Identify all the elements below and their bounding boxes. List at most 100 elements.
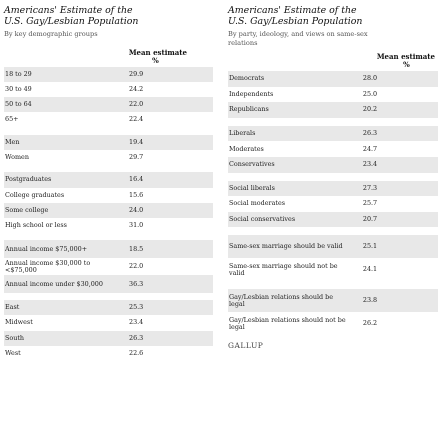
row-value: 28.0 xyxy=(362,74,378,83)
table-row: Midwest 23.4 xyxy=(4,315,213,330)
table-row: Same-sex marriage should not be valid 24.… xyxy=(228,258,438,281)
right-column-header: Mean estimate % xyxy=(376,52,435,69)
table-row: South 26.3 xyxy=(4,330,213,346)
gallup-logo: GALLUP xyxy=(228,341,264,351)
row-label: Democrats xyxy=(229,74,265,83)
row-label: East xyxy=(5,303,20,312)
table-row: East 25.3 xyxy=(4,299,213,316)
row-label: Midwest xyxy=(5,318,33,327)
row-label: Annual income $30,000 to <$75,000 xyxy=(5,258,91,274)
row-label: 30 to 49 xyxy=(5,84,32,93)
row-value: 23.4 xyxy=(129,318,144,327)
row-value: 26.2 xyxy=(362,319,378,328)
row-label: Annual income $75,000+ xyxy=(5,244,88,253)
row-value: 23.4 xyxy=(362,160,378,169)
table-row: Social liberals 27.3 xyxy=(228,180,438,197)
row-value: 22.0 xyxy=(129,100,144,109)
row-label: West xyxy=(5,348,21,357)
row-group: 18 to 29 29.9 30 to 49 24.2 50 to 64 22.0 65+ 2… xyxy=(4,66,213,128)
row-label: 65+ xyxy=(5,115,19,124)
row-label: Some college xyxy=(5,205,49,214)
row-label: 50 to 64 xyxy=(5,100,32,109)
table-row: Republicans 20.2 xyxy=(228,102,438,118)
row-group: East 25.3 Midwest 23.4 South 26.3 West 22.6 xyxy=(4,299,213,361)
row-group: Gay/Lesbian relations should be legal 23.… xyxy=(228,289,438,335)
row-value: 26.3 xyxy=(362,128,378,137)
row-label: Gay/Lesbian relations should not be lega… xyxy=(229,315,346,331)
table-row: High school or less 31.0 xyxy=(4,218,213,233)
row-label: Women xyxy=(5,153,29,162)
table-row: 18 to 29 29.9 xyxy=(4,66,213,82)
table-row: College graduates 15.6 xyxy=(4,188,213,203)
right-data-table: Democrats 28.0 Independents 25.0 Republicans… xyxy=(228,71,438,335)
table-row: Gay/Lesbian relations should be legal 23.… xyxy=(228,289,438,313)
row-value: 20.2 xyxy=(362,105,378,114)
row-group: Annual income $75,000+ 18.5 Annual income … xyxy=(4,240,213,293)
row-label: 18 to 29 xyxy=(5,69,32,78)
right-title: Americans' Estimate of the U.S. Gay/Lesb… xyxy=(228,5,363,27)
table-row: Liberals 26.3 xyxy=(228,125,438,142)
left-subtitle: By key demographic groups xyxy=(4,30,98,38)
table-row: Men 19.4 xyxy=(4,134,213,150)
left-column-header: Mean estimate % xyxy=(128,47,187,65)
row-value: 36.3 xyxy=(129,279,144,288)
left-table-panel: Americans' Estimate of the U.S. Gay/Lesb… xyxy=(4,5,213,361)
row-value: 25.0 xyxy=(362,89,378,98)
row-label: South xyxy=(5,333,25,342)
row-value: 22.0 xyxy=(129,262,144,271)
row-value: 31.0 xyxy=(129,221,144,230)
row-value: 25.3 xyxy=(129,303,144,312)
table-row: 65+ 22.4 xyxy=(4,112,213,127)
row-label: Moderates xyxy=(229,144,264,153)
table-row: Postgraduates 16.4 xyxy=(4,172,213,188)
row-value: 26.3 xyxy=(129,333,144,342)
row-value: 24.2 xyxy=(129,84,144,93)
row-label: High school or less xyxy=(5,221,67,230)
row-group: Social liberals 27.3 Social moderates 25.7 S… xyxy=(228,180,438,228)
row-group: Postgraduates 16.4 College graduates 15.6 So… xyxy=(4,172,213,233)
left-title: Americans' Estimate of the U.S. Gay/Lesb… xyxy=(4,5,139,27)
row-label: Same-sex marriage should be valid xyxy=(229,242,343,251)
row-value: 24.1 xyxy=(362,265,378,274)
table-row: Independents 25.0 xyxy=(228,87,438,103)
table-row: Social conservatives 20.7 xyxy=(228,211,438,228)
right-table-panel: Americans' Estimate of the U.S. Gay/Lesb… xyxy=(228,5,438,350)
row-label: Liberals xyxy=(229,128,256,137)
table-row: Annual income under $30,000 36.3 xyxy=(4,275,213,293)
row-label: Republicans xyxy=(229,105,269,114)
table-row: Conservatives 23.4 xyxy=(228,156,438,173)
row-value: 22.6 xyxy=(129,348,144,357)
row-value: 22.4 xyxy=(129,115,144,124)
table-row: Gay/Lesbian relations should not be lega… xyxy=(228,312,438,335)
row-value: 16.4 xyxy=(129,175,144,184)
row-label: Social liberals xyxy=(229,183,275,192)
table-row: 30 to 49 24.2 xyxy=(4,82,213,97)
row-label: Postgraduates xyxy=(5,175,52,184)
row-value: 23.8 xyxy=(362,296,378,305)
row-value: 18.5 xyxy=(129,244,144,253)
table-row: West 22.6 xyxy=(4,346,213,361)
row-value: 25.7 xyxy=(362,199,378,208)
row-group: Democrats 28.0 Independents 25.0 Republicans… xyxy=(228,71,438,118)
row-label: Same-sex marriage should not be valid xyxy=(229,261,338,277)
row-group: Men 19.4 Women 29.7 xyxy=(4,134,213,166)
row-value: 27.3 xyxy=(362,183,378,192)
right-subtitle: By party, ideology, and views on same-se… xyxy=(228,30,368,47)
row-value: 29.9 xyxy=(129,69,144,78)
row-value: 19.4 xyxy=(129,137,144,146)
table-row: Social moderates 25.7 xyxy=(228,196,438,212)
row-value: 29.7 xyxy=(129,153,144,162)
row-label: College graduates xyxy=(5,190,65,199)
row-value: 25.1 xyxy=(362,242,378,251)
row-value: 20.7 xyxy=(362,214,378,223)
table-row: Annual income $75,000+ 18.5 xyxy=(4,240,213,258)
table-row: Same-sex marriage should be valid 25.1 xyxy=(228,235,438,259)
table-row: Women 29.7 xyxy=(4,150,213,165)
row-value: 24.7 xyxy=(362,144,378,153)
row-label: Social moderates xyxy=(229,199,286,208)
row-label: Men xyxy=(5,137,20,146)
row-label: Social conservatives xyxy=(229,214,296,223)
left-data-table: 18 to 29 29.9 30 to 49 24.2 50 to 64 22.0 65+ 2… xyxy=(4,66,213,362)
table-row: Democrats 28.0 xyxy=(228,71,438,87)
row-group: Liberals 26.3 Moderates 24.7 Conservatives 23… xyxy=(228,125,438,173)
